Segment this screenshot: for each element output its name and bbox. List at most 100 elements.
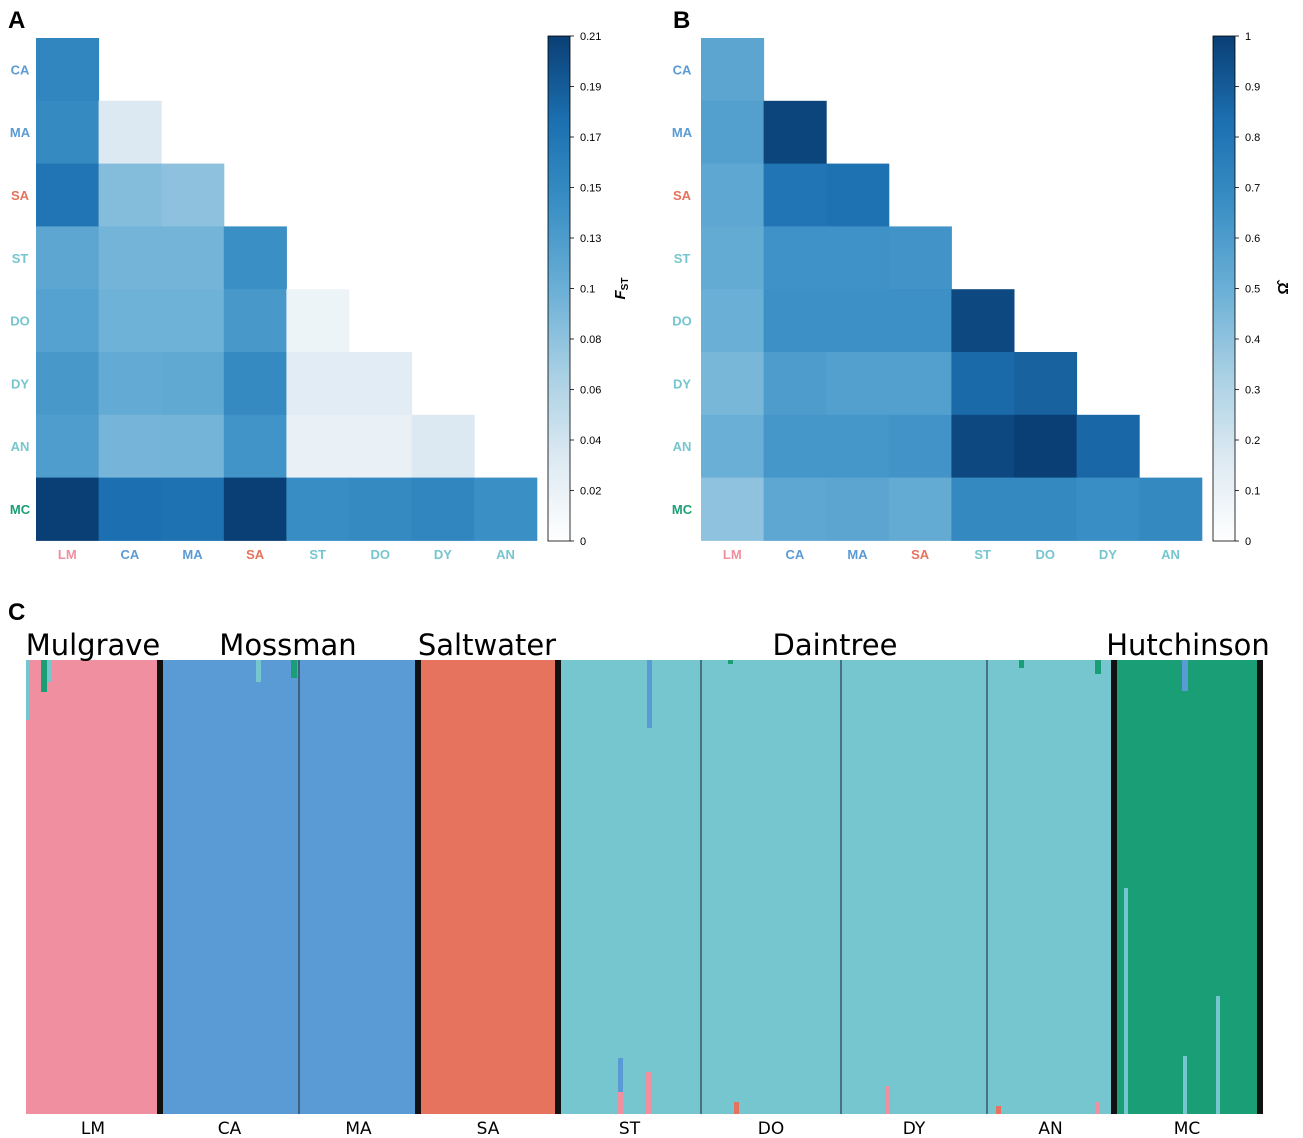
heatmap-cell <box>98 414 162 479</box>
admixture-sliver <box>26 660 29 720</box>
heatmap-cell <box>36 163 100 227</box>
column-label: CA <box>786 547 805 562</box>
heatmap-cell <box>36 226 100 290</box>
admixture-sliver <box>1183 1056 1187 1114</box>
population-divider <box>157 660 163 1114</box>
heatmap-cell <box>36 289 100 353</box>
population-divider <box>555 660 561 1114</box>
admixture-sliver <box>1095 660 1101 674</box>
heatmap-cell <box>349 414 413 479</box>
row-label: MA <box>10 125 31 140</box>
panel-b-letter: B <box>673 7 690 34</box>
heatmap-cell <box>701 352 765 416</box>
population-label: DY <box>903 1119 926 1138</box>
population-label: MC <box>1174 1119 1201 1138</box>
heatmap-cell <box>763 289 827 353</box>
row-label: SA <box>673 188 692 203</box>
row-label: MC <box>10 502 31 517</box>
structure-bar-segment <box>26 660 160 1114</box>
heatmap-cell <box>223 414 287 479</box>
heatmap-cell <box>763 477 827 541</box>
colorbar-tick-label: 0.3 <box>1245 385 1260 397</box>
colorbar-tick-label: 0.4 <box>1245 334 1260 346</box>
population-divider <box>986 660 988 1114</box>
population-label: DO <box>758 1119 784 1138</box>
heatmap-cell <box>763 352 827 416</box>
column-label: CA <box>121 547 140 562</box>
population-divider <box>415 660 421 1114</box>
structure-bars <box>26 660 1260 1114</box>
structure-admixture-marks <box>26 660 1220 1114</box>
structure-bar-segment <box>558 660 701 1114</box>
row-label: AN <box>11 439 30 454</box>
heatmap-cell <box>701 289 765 353</box>
heatmap-cell <box>98 100 162 165</box>
heatmap-cell <box>763 163 827 227</box>
colorbar-tick-label: 0.19 <box>580 82 601 94</box>
structure-bar-segment <box>701 660 841 1114</box>
heatmap-cell <box>223 352 287 416</box>
structure-barplot-panel: Mulgrave Mossman Saltwater Daintree Hutchins… <box>26 628 1270 1138</box>
heatmap-cell <box>826 163 890 227</box>
admixture-sliver <box>734 1102 739 1114</box>
column-label: ST <box>309 547 326 562</box>
admixture-sliver <box>1019 660 1024 668</box>
structure-bar-segment <box>987 660 1114 1114</box>
fst-row-labels: CA MA SA ST DO DY AN MC <box>10 62 31 517</box>
column-label: LM <box>723 547 742 562</box>
heatmap-cell <box>1076 477 1140 541</box>
admixture-sliver <box>647 660 652 728</box>
heatmap-cell <box>411 414 475 479</box>
colorbar-tick-label: 0.06 <box>580 385 601 397</box>
colorbar-tick-label: 0.2 <box>1245 435 1260 447</box>
colorbar-title: Ω̂ <box>1275 279 1292 294</box>
heatmap-cell <box>223 226 287 290</box>
fst-colorbar: 0.21 0.19 0.17 0.15 0.13 0.1 0.08 0.06 0.04 0.02 0… <box>547 31 631 548</box>
heatmap-cell <box>474 477 538 541</box>
colorbar-tick-label: 0.15 <box>580 183 601 195</box>
region-label: Saltwater <box>418 628 556 662</box>
heatmap-cell <box>161 289 225 353</box>
row-label: DY <box>673 376 691 391</box>
heatmap-cell <box>36 38 100 102</box>
structure-bar-segment <box>1114 660 1260 1114</box>
heatmap-cell <box>223 477 287 541</box>
admixture-sliver <box>1124 888 1128 1114</box>
population-divider <box>840 660 842 1114</box>
heatmap-cell <box>286 289 350 353</box>
column-label: DO <box>371 547 391 562</box>
region-label: Mulgrave <box>26 628 161 662</box>
column-label: MA <box>847 547 868 562</box>
column-label: SA <box>911 547 930 562</box>
heatmap-cell <box>951 352 1015 416</box>
colorbar-tick-label: 0.21 <box>580 31 601 43</box>
heatmap-cell <box>286 414 350 479</box>
heatmap-cell <box>411 477 475 541</box>
population-divider <box>298 660 300 1114</box>
structure-bar-segment <box>418 660 558 1114</box>
admixture-sliver <box>1095 1102 1100 1114</box>
colorbar-tick-label: 0.08 <box>580 334 601 346</box>
heatmap-cell <box>763 226 827 290</box>
heatmap-cell <box>888 477 952 541</box>
omega-heatmap-cells <box>701 38 1203 541</box>
heatmap-cell <box>36 414 100 479</box>
heatmap-cell <box>98 163 162 227</box>
row-label: MC <box>672 502 693 517</box>
colorbar-tick-label: 0.5 <box>1245 284 1260 296</box>
population-label: AN <box>1038 1119 1062 1138</box>
heatmap-cell <box>826 352 890 416</box>
admixture-sliver <box>1182 660 1188 691</box>
heatmap-cell <box>888 289 952 353</box>
heatmap-cell <box>286 352 350 416</box>
heatmap-cell <box>701 100 765 165</box>
admixture-sliver <box>728 660 733 664</box>
row-label: ST <box>674 251 691 266</box>
heatmap-cell <box>951 477 1015 541</box>
heatmap-cell <box>701 226 765 290</box>
admixture-sliver <box>618 1058 623 1092</box>
row-label: CA <box>673 62 692 77</box>
structure-bar-segment <box>841 660 987 1114</box>
row-label: DO <box>672 314 692 329</box>
